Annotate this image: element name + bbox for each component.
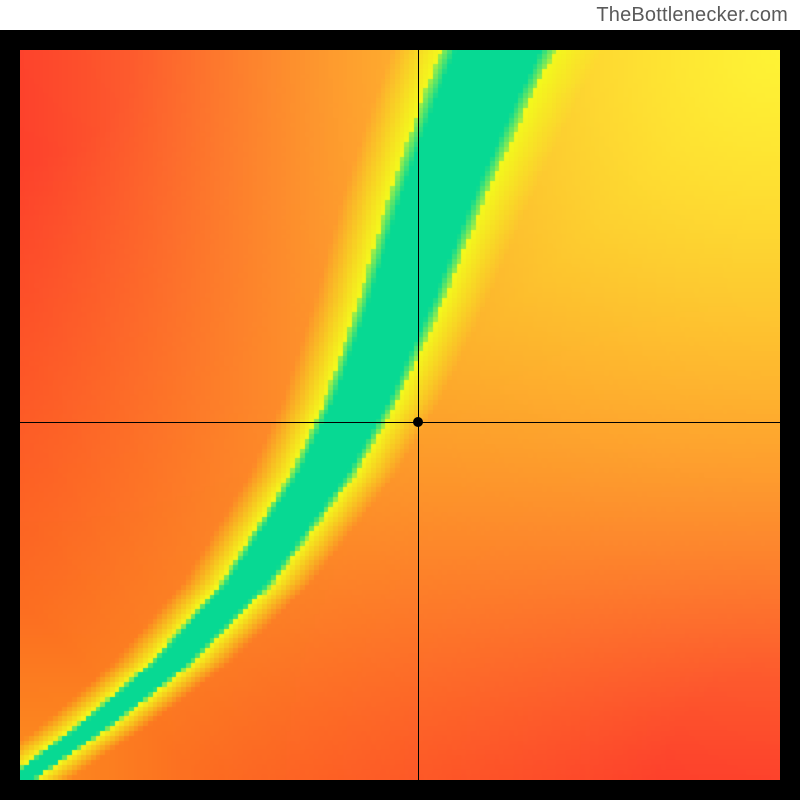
crosshair-vertical: [418, 50, 419, 780]
plot-frame: [0, 30, 800, 800]
attribution-text: TheBottlenecker.com: [0, 0, 800, 30]
bottleneck-heatmap: [20, 50, 780, 780]
crosshair-horizontal: [20, 422, 780, 423]
